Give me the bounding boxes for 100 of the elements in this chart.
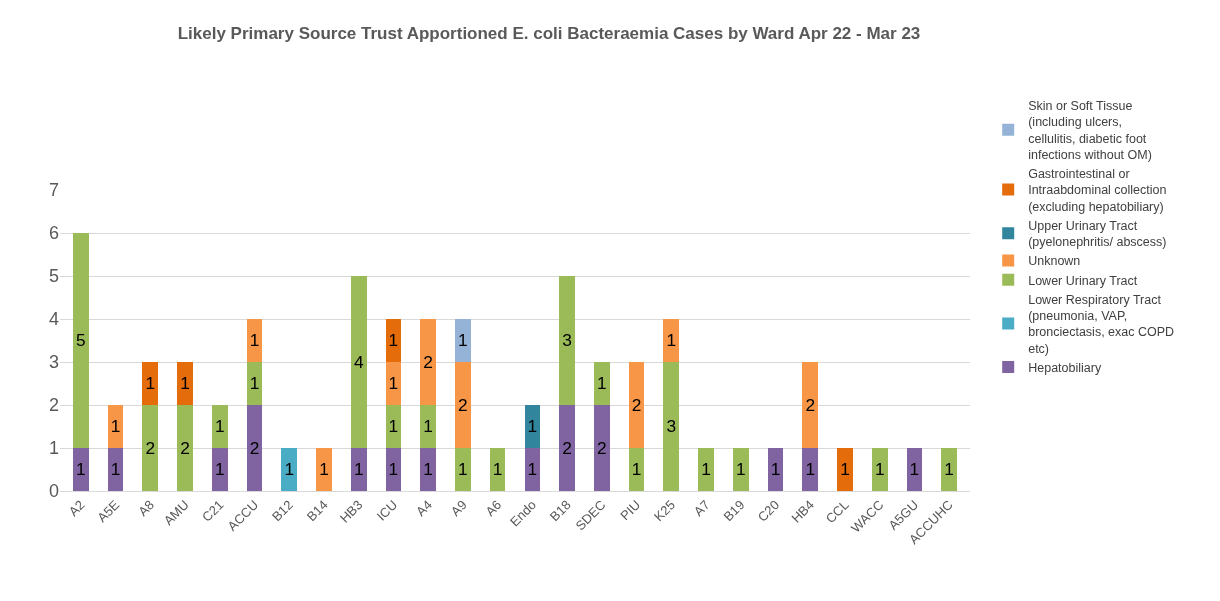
bar — [142, 405, 159, 491]
data-label: 5 — [76, 330, 86, 351]
bar — [281, 448, 298, 491]
data-label: 1 — [735, 459, 746, 480]
bar — [594, 405, 610, 491]
data-label: 1 — [388, 416, 399, 437]
data-label: 1 — [214, 416, 225, 437]
bar — [177, 405, 193, 491]
data-label: 1 — [214, 459, 225, 480]
data-label: 1 — [423, 416, 433, 437]
x-tick-label: A9 — [447, 497, 470, 520]
data-label: 1 — [388, 459, 399, 480]
data-label: 1 — [388, 330, 399, 351]
data-label: 1 — [909, 459, 920, 480]
legend-label: Lower Respiratory Tract (pneumonia, VAP, bronciectasis, exac COPD etc) — [1028, 292, 1175, 356]
data-label: 2 — [249, 437, 260, 458]
x-tick-label: PIU — [617, 497, 644, 524]
bar — [802, 448, 819, 491]
x-tick-label: A7 — [690, 497, 713, 520]
x-tick-label: C21 — [199, 497, 227, 525]
data-label: 1 — [597, 373, 607, 394]
bar — [420, 405, 436, 448]
bar — [663, 362, 680, 491]
legend-label: Lower Urinary Tract — [1028, 273, 1138, 288]
legend-label: Skin or Soft Tissue (including ulcers, cellulitis, diabetic foot infections without OM) — [1028, 99, 1152, 162]
x-tick-label: C20 — [754, 497, 783, 525]
data-label: 1 — [944, 459, 954, 480]
bar — [420, 319, 436, 405]
y-tick-label: 0 — [48, 481, 59, 502]
data-label: 1 — [805, 459, 816, 480]
data-label: 2 — [458, 394, 468, 415]
bar — [663, 319, 680, 362]
x-tick-label: A2 — [65, 497, 88, 520]
bar — [628, 362, 645, 448]
data-label: 1 — [458, 459, 468, 480]
data-label: 3 — [666, 416, 677, 437]
bar — [73, 448, 89, 491]
legend-label: Unknown — [1028, 254, 1081, 269]
bar — [350, 276, 367, 448]
data-label: 1 — [874, 459, 885, 480]
x-tick-label: B12 — [268, 497, 296, 525]
bar — [455, 319, 471, 362]
x-tick-label: K25 — [651, 497, 679, 525]
x-tick-label: A4 — [413, 497, 435, 520]
bar — [177, 362, 193, 405]
data-label: 3 — [562, 330, 572, 351]
x-tick-label: B14 — [303, 497, 331, 525]
data-label: 1 — [249, 330, 260, 351]
data-label: 2 — [805, 394, 816, 415]
y-tick-label: 5 — [48, 266, 59, 287]
bar — [559, 276, 575, 405]
x-tick-label: CCL — [822, 497, 852, 527]
x-tick-label: B18 — [546, 497, 574, 525]
bar — [211, 405, 228, 448]
data-label: 1 — [284, 459, 295, 480]
y-tick-label: 3 — [48, 352, 59, 373]
bar — [594, 362, 610, 405]
bar — [350, 448, 367, 491]
bar — [142, 362, 159, 405]
bar — [802, 362, 819, 448]
legend-label: Upper Urinary Tract (pyelonephritis/ abscess) — [1028, 218, 1167, 250]
data-label: 1 — [701, 459, 711, 480]
x-tick-label: A8 — [135, 497, 158, 520]
data-label: 1 — [631, 459, 642, 480]
bar — [837, 448, 853, 491]
y-tick-label: 1 — [48, 438, 59, 459]
data-label: 1 — [666, 330, 677, 351]
bar — [941, 448, 957, 491]
data-label: 1 — [423, 459, 433, 480]
x-tick-label: ICU — [373, 497, 401, 524]
data-label: 1 — [353, 459, 364, 480]
x-tick-label: A6 — [482, 497, 505, 520]
data-label: 1 — [840, 459, 850, 480]
bar — [732, 448, 749, 491]
bar — [455, 448, 471, 491]
bar — [871, 448, 888, 491]
chart-title: Likely Primary Source Trust Apportioned E. coli Bacteraemia Cases by Ward Apr 22 - Mar 23 — [177, 23, 921, 43]
y-tick-label: 2 — [48, 395, 59, 416]
data-label: 2 — [597, 437, 607, 458]
bar — [246, 405, 263, 491]
bar — [455, 362, 471, 448]
data-label: 2 — [631, 394, 642, 415]
data-label: 1 — [145, 373, 156, 394]
bar — [559, 405, 575, 491]
y-tick-label: 4 — [48, 309, 59, 330]
data-label: 1 — [527, 416, 538, 437]
data-label: 1 — [76, 459, 86, 480]
data-label: 1 — [770, 459, 781, 480]
data-label: 2 — [180, 437, 190, 458]
bar — [698, 448, 714, 491]
bar — [73, 233, 89, 448]
bar — [211, 448, 228, 491]
data-label: 2 — [145, 437, 156, 458]
legend-label: Hepatobiliary — [1028, 360, 1102, 375]
data-label: 1 — [249, 373, 260, 394]
data-label: 1 — [110, 459, 121, 480]
data-label: 1 — [527, 459, 538, 480]
data-label: 2 — [423, 351, 433, 372]
legend-label: Gastrointestinal or Intraabdominal collection (excluding hepatobiliary) — [1028, 167, 1167, 214]
data-label: 1 — [180, 373, 190, 394]
